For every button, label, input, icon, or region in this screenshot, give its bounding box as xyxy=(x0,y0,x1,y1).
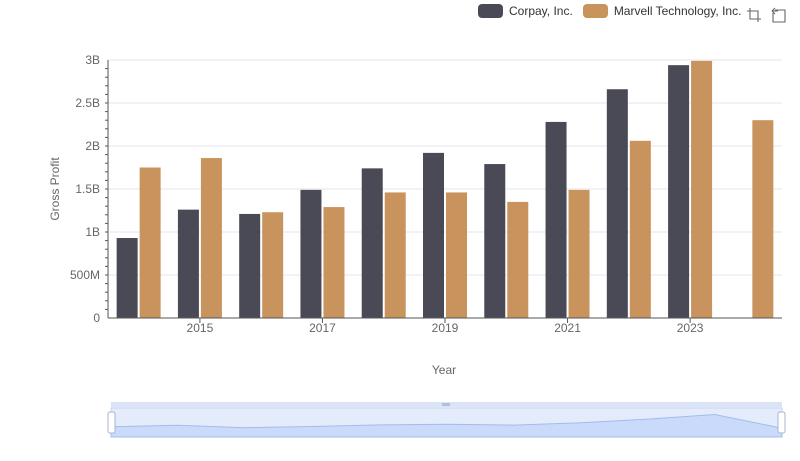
bar-corpay-2023[interactable] xyxy=(668,65,690,318)
bar-marvell-2023[interactable] xyxy=(691,60,713,319)
zoom-handle-left[interactable] xyxy=(107,411,116,434)
tick-labels: 0 500M 1B 1.5B 2B 2.5B 3B 2015 2017 2019 2021 2023 xyxy=(70,53,704,335)
legend-swatch-corpay xyxy=(478,4,503,18)
data-zoom-slider[interactable] xyxy=(107,402,786,438)
bar-marvell-2019[interactable] xyxy=(446,192,467,318)
bar-corpay-2016[interactable] xyxy=(239,213,261,318)
bar-corpay-2022[interactable] xyxy=(606,89,628,319)
bar-marvell-2017[interactable] xyxy=(323,207,345,318)
zoom-icon[interactable] xyxy=(746,7,762,23)
bar-marvell-2021[interactable] xyxy=(568,189,590,318)
bar-marvell-2024[interactable] xyxy=(752,120,774,318)
bar-marvell-2022[interactable] xyxy=(629,140,651,318)
legend: Corpay, Inc. Marvell Technology, Inc. xyxy=(478,4,741,18)
restore-icon[interactable] xyxy=(771,7,787,23)
bar-marvell-2014[interactable] xyxy=(139,167,161,319)
bar-corpay-2018[interactable] xyxy=(361,168,383,318)
bar-marvell-2018[interactable] xyxy=(384,192,406,318)
bar-corpay-2019[interactable] xyxy=(423,152,444,318)
bars xyxy=(116,60,774,319)
y-tick-label: 0 xyxy=(93,311,100,325)
y-axis-title: Gross Profit xyxy=(48,157,62,221)
y-tick-label: 2.5B xyxy=(75,96,100,110)
legend-item-marvell[interactable]: Marvell Technology, Inc. xyxy=(582,4,742,18)
x-tick-label: 2017 xyxy=(309,321,336,335)
bar-corpay-2014[interactable] xyxy=(116,238,138,318)
y-tick-label: 2B xyxy=(85,139,100,153)
toolbox xyxy=(746,7,787,23)
x-tick-label: 2021 xyxy=(554,321,581,335)
bar-corpay-2021[interactable] xyxy=(545,121,567,318)
bar-corpay-2017[interactable] xyxy=(300,189,322,318)
x-tick-label: 2019 xyxy=(432,321,459,335)
legend-label-marvell: Marvell Technology, Inc. xyxy=(613,4,742,18)
legend-swatch-marvell xyxy=(582,4,608,18)
bar-corpay-2015[interactable] xyxy=(177,209,199,318)
bar-marvell-2016[interactable] xyxy=(262,212,284,318)
y-tick-label: 1B xyxy=(85,225,100,239)
zoom-selection[interactable] xyxy=(111,408,782,437)
x-tick-label: 2015 xyxy=(187,321,214,335)
legend-label-corpay: Corpay, Inc. xyxy=(509,4,573,18)
zoom-grip-icon xyxy=(442,403,450,406)
y-tick-label: 1.5B xyxy=(75,182,100,196)
x-axis-title: Year xyxy=(432,363,456,377)
axes xyxy=(107,60,782,323)
bar-marvell-2020[interactable] xyxy=(507,201,529,318)
bar-marvell-2015[interactable] xyxy=(200,158,222,318)
zoom-handle-right[interactable] xyxy=(777,411,786,434)
bar-corpay-2020[interactable] xyxy=(484,164,506,318)
legend-item-corpay[interactable]: Corpay, Inc. xyxy=(478,4,573,18)
x-tick-label: 2023 xyxy=(677,321,704,335)
zoom-preview-area xyxy=(110,413,783,438)
y-tick-label: 3B xyxy=(85,53,100,67)
y-tick-label: 500M xyxy=(70,268,100,282)
